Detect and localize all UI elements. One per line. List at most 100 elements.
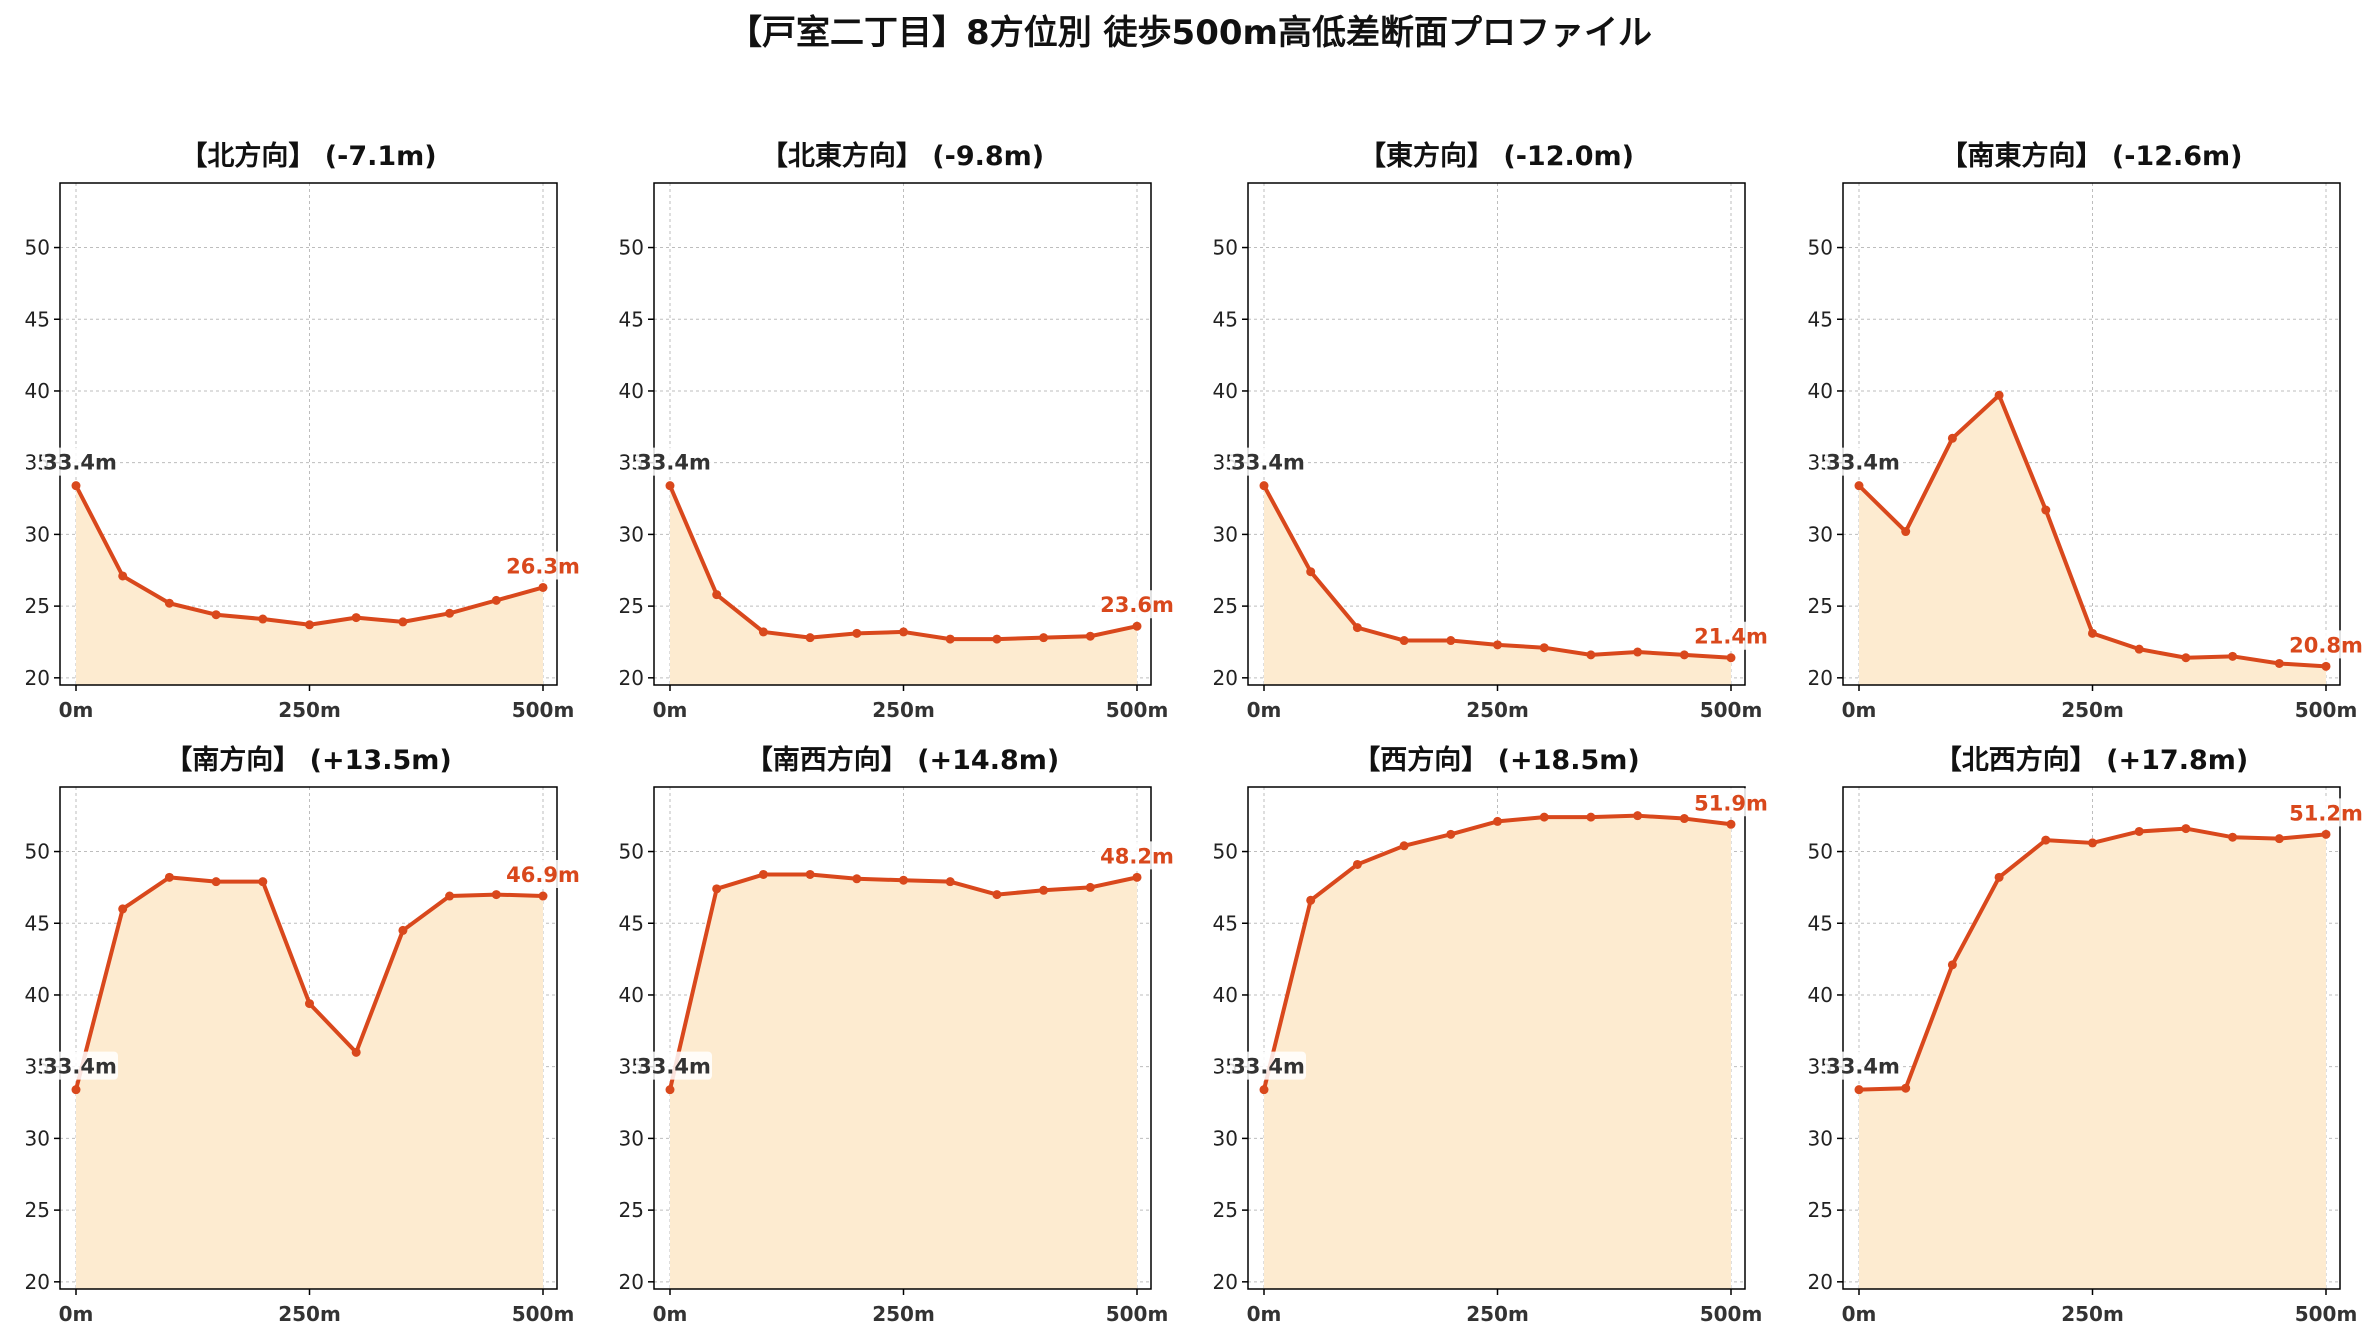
y-tick-label: 45 [25, 911, 50, 935]
y-tick-label: 50 [25, 236, 50, 260]
x-tick-label: 0m [1842, 698, 1877, 722]
start-elevation-label: 33.4m [637, 451, 711, 475]
data-point [351, 613, 361, 623]
y-tick-label: 20 [25, 1270, 50, 1294]
data-point [211, 877, 221, 887]
x-tick-label: 0m [653, 1302, 688, 1326]
data-point [1854, 1085, 1864, 1095]
y-tick-label: 40 [1213, 379, 1238, 403]
y-tick-label: 30 [619, 1126, 644, 1150]
x-tick-label: 250m [2061, 698, 2124, 722]
data-point [665, 481, 675, 491]
data-point [1947, 960, 1957, 970]
x-tick-label: 500m [1106, 1302, 1169, 1326]
y-tick-label: 40 [1808, 379, 1833, 403]
data-point [2134, 826, 2144, 836]
end-elevation-label: 48.2m [1100, 844, 1174, 868]
y-tick-label: 45 [619, 911, 644, 935]
y-tick-label: 50 [1213, 236, 1238, 260]
data-point [1085, 631, 1095, 641]
data-point [118, 904, 128, 914]
x-tick-label: 250m [278, 1302, 341, 1326]
plot-frame [1247, 786, 1746, 1290]
y-tick-label: 25 [619, 594, 644, 618]
data-point [1633, 647, 1643, 657]
data-point [992, 634, 1002, 644]
start-elevation-label: 33.4m [1826, 451, 1900, 475]
y-tick-label: 45 [1213, 911, 1238, 935]
data-point [1901, 1083, 1911, 1093]
y-tick-label: 45 [1808, 307, 1833, 331]
y-tick-label: 25 [1213, 594, 1238, 618]
end-elevation-label: 46.9m [506, 863, 580, 887]
data-point [1901, 527, 1911, 537]
data-point [2321, 829, 2331, 839]
y-tick-label: 30 [25, 522, 50, 546]
y-tick-label: 50 [1808, 236, 1833, 260]
data-point [1306, 895, 1316, 905]
data-point [712, 884, 722, 894]
data-point [258, 614, 268, 624]
data-point [2228, 832, 2238, 842]
elevation-area [76, 877, 543, 1289]
start-label-box [636, 447, 712, 476]
data-point [1539, 643, 1549, 653]
y-tick-label: 45 [619, 307, 644, 331]
elevation-area [76, 485, 543, 685]
x-tick-label: 500m [512, 698, 575, 722]
x-tick-label: 0m [1247, 698, 1282, 722]
subplot-title: 【北西方向】 (+17.8m) [1935, 744, 2248, 776]
elevation-area [670, 874, 1137, 1289]
data-point [1539, 812, 1549, 822]
data-point [2321, 661, 2331, 671]
start-label-box [1230, 1051, 1306, 1080]
end-elevation-label: 51.2m [2289, 801, 2363, 825]
x-tick-label: 500m [512, 1302, 575, 1326]
data-point [805, 869, 815, 879]
start-elevation-label: 33.4m [1231, 1055, 1305, 1079]
data-point [1352, 623, 1362, 633]
plot-frame [1247, 182, 1746, 686]
data-point [1446, 636, 1456, 646]
data-point [1947, 433, 1957, 443]
end-label-box [1689, 621, 1773, 650]
data-point [1039, 633, 1049, 643]
data-point [1306, 567, 1316, 577]
data-point [1085, 882, 1095, 892]
data-point [445, 608, 455, 618]
y-tick-label: 30 [1213, 522, 1238, 546]
start-label-box [1230, 447, 1306, 476]
data-point [2041, 505, 2051, 515]
data-point [1586, 812, 1596, 822]
x-tick-label: 500m [1700, 698, 1763, 722]
end-label-box [501, 860, 585, 889]
plot-frame [59, 182, 558, 686]
elevation-area [1859, 395, 2326, 685]
data-point [491, 890, 501, 900]
y-tick-label: 45 [1213, 307, 1238, 331]
x-tick-label: 500m [1106, 698, 1169, 722]
data-point [1726, 819, 1736, 829]
data-point [1854, 481, 1864, 491]
y-tick-label: 20 [619, 1270, 644, 1294]
x-tick-label: 500m [2295, 1302, 2358, 1326]
data-point [2088, 838, 2097, 848]
data-point [758, 627, 768, 637]
x-tick-label: 0m [59, 698, 94, 722]
end-label-box [1095, 590, 1179, 619]
end-elevation-label: 51.9m [1694, 791, 1768, 815]
data-point [899, 627, 908, 637]
start-elevation-label: 33.4m [43, 451, 117, 475]
y-tick-label: 50 [619, 236, 644, 260]
start-elevation-label: 33.4m [637, 1055, 711, 1079]
y-tick-label: 30 [1808, 1126, 1833, 1150]
y-tick-label: 30 [25, 1126, 50, 1150]
data-point [992, 890, 1002, 900]
data-point [1633, 811, 1643, 821]
data-point [2181, 653, 2191, 663]
x-tick-label: 250m [278, 698, 341, 722]
